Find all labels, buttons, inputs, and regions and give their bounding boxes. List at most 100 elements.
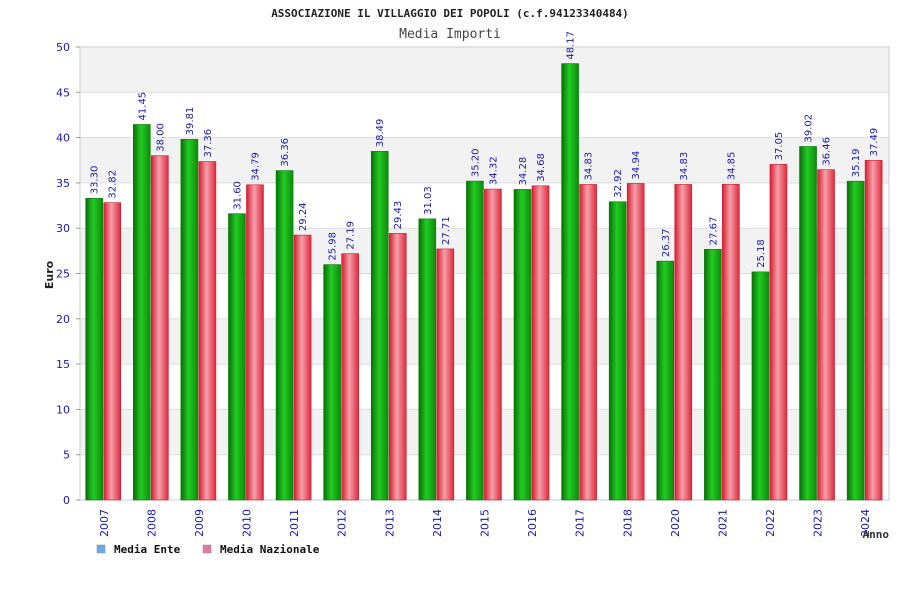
bars: [85, 63, 883, 501]
y-tick-label: 5: [63, 449, 70, 462]
value-label-media-nazionale-2018: 34.94: [631, 151, 642, 180]
value-label-media-ente-2009: 39.81: [185, 107, 196, 136]
bar-media-ente-2023: [799, 146, 817, 501]
x-tick-label-2007: 2007: [98, 509, 111, 537]
value-label-media-ente-2010: 31.60: [232, 181, 243, 210]
bar-media-nazionale-2007: [103, 202, 122, 501]
value-label-media-nazionale-2020: 34.83: [679, 152, 690, 181]
bar-media-ente-2010: [228, 213, 246, 501]
x-tick-label-2008: 2008: [145, 509, 158, 537]
legend: Media Ente Media Nazionale: [96, 543, 320, 556]
x-tick-label-2022: 2022: [764, 509, 777, 537]
chart-title: ASSOCIAZIONE IL VILLAGGIO DEI POPOLI (c.…: [271, 7, 629, 20]
y-tick-label: 40: [56, 132, 70, 145]
legend-swatch-media-ente: [96, 544, 106, 554]
value-label-media-ente-2017: 48.17: [566, 31, 577, 60]
value-label-media-ente-2023: 39.02: [804, 114, 815, 143]
bar-media-ente-2015: [466, 180, 484, 501]
bar-media-nazionale-2021: [722, 183, 740, 501]
x-tick-label-2017: 2017: [574, 509, 587, 537]
legend-label-media-ente: Media Ente: [114, 543, 181, 556]
y-tick-label: 0: [63, 494, 70, 507]
x-tick-label-2021: 2021: [716, 509, 729, 537]
value-label-media-nazionale-2021: 34.85: [726, 152, 737, 181]
value-label-media-nazionale-2010: 34.79: [250, 152, 261, 181]
y-tick-label: 50: [56, 41, 70, 54]
x-tick-label-2018: 2018: [621, 509, 634, 537]
x-tick-label-2024: 2024: [859, 509, 872, 537]
y-axis-ticks: 0 5 10 15 20 25 30 35 40 45 50: [56, 41, 80, 507]
bar-media-nazionale-2010: [246, 184, 264, 501]
bar-media-ente-2014: [418, 218, 437, 501]
grid-band: [80, 47, 889, 93]
value-label-media-ente-2014: 31.03: [423, 186, 434, 215]
bar-media-nazionale-2016: [531, 185, 550, 501]
x-tick-label-2013: 2013: [383, 509, 396, 537]
bar-media-ente-2016: [513, 189, 532, 501]
value-label-media-nazionale-2014: 27.71: [441, 216, 452, 245]
chart-subtitle: Media Importi: [399, 27, 501, 42]
value-label-media-nazionale-2017: 34.83: [584, 152, 595, 181]
y-tick-label: 25: [56, 268, 70, 281]
x-tick-label-2020: 2020: [669, 509, 682, 537]
value-labels: 33.30 32.82 41.45 38.00 39.81 37.36 31.60 34.79…: [90, 31, 880, 268]
value-label-media-nazionale-2008: 38.00: [155, 123, 166, 152]
grid-band: [80, 92, 889, 138]
bar-media-ente-2013: [370, 150, 389, 501]
bar-media-ente-2020: [656, 260, 675, 501]
y-tick-label: 10: [56, 403, 70, 416]
value-label-media-nazionale-2011: 29.24: [298, 202, 309, 231]
value-label-media-nazionale-2016: 34.68: [536, 153, 547, 182]
bar-media-ente-2024: [846, 180, 865, 501]
value-label-media-ente-2015: 35.20: [470, 148, 481, 177]
x-tick-label-2011: 2011: [288, 509, 301, 537]
value-label-media-ente-2022: 25.18: [756, 239, 767, 268]
bar-media-ente-2021: [704, 249, 722, 501]
x-tick-label-2010: 2010: [241, 509, 254, 537]
value-label-media-ente-2021: 27.67: [708, 217, 719, 246]
value-label-media-ente-2024: 35.19: [851, 149, 862, 178]
bar-media-nazionale-2017: [579, 184, 597, 501]
bar-media-ente-2012: [323, 264, 341, 501]
y-tick-label: 30: [56, 222, 70, 235]
bar-media-nazionale-2020: [674, 184, 693, 501]
bar-media-ente-2022: [751, 271, 770, 501]
bar-media-nazionale-2011: [293, 234, 312, 501]
value-label-media-nazionale-2012: 27.19: [346, 221, 357, 250]
y-tick-label: 45: [56, 86, 70, 99]
value-label-media-ente-2012: 25.98: [328, 232, 339, 261]
bar-media-ente-2008: [132, 124, 151, 501]
value-label-media-ente-2016: 34.28: [518, 157, 529, 186]
bar-media-ente-2011: [275, 170, 294, 501]
x-tick-label-2012: 2012: [336, 509, 349, 537]
value-label-media-ente-2013: 38.49: [375, 119, 386, 148]
bar-media-nazionale-2014: [436, 248, 455, 501]
bar-media-ente-2007: [85, 198, 104, 501]
value-label-media-nazionale-2024: 37.49: [869, 128, 880, 157]
y-tick-label: 15: [56, 358, 70, 371]
x-tick-label-2015: 2015: [479, 509, 492, 537]
value-label-media-nazionale-2022: 37.05: [774, 132, 785, 161]
x-axis-label: Anno: [863, 528, 890, 541]
y-tick-label: 35: [56, 177, 70, 190]
value-label-media-ente-2020: 26.37: [661, 228, 672, 257]
x-axis-ticks: 2007 2008 2009 2010 2011 2012 2013 2014 2015 2016…: [98, 509, 872, 537]
bar-media-ente-2017: [561, 63, 579, 501]
legend-swatch-media-nazionale: [202, 544, 212, 554]
value-label-media-ente-2018: 32.92: [613, 169, 624, 198]
bar-media-nazionale-2023: [817, 169, 835, 501]
x-tick-label-2016: 2016: [526, 509, 539, 537]
value-label-media-nazionale-2013: 29.43: [393, 201, 404, 230]
y-axis-label: Euro: [43, 260, 56, 289]
bar-media-nazionale-2018: [626, 183, 645, 501]
value-label-media-ente-2008: 41.45: [137, 92, 148, 121]
bar-media-nazionale-2015: [484, 188, 502, 501]
y-tick-label: 20: [56, 313, 70, 326]
value-label-media-ente-2007: 33.30: [90, 166, 101, 195]
bar-media-ente-2009: [180, 139, 199, 501]
bar-media-nazionale-2012: [341, 253, 359, 501]
value-label-media-nazionale-2015: 34.32: [488, 156, 499, 185]
bar-media-nazionale-2009: [198, 161, 217, 501]
